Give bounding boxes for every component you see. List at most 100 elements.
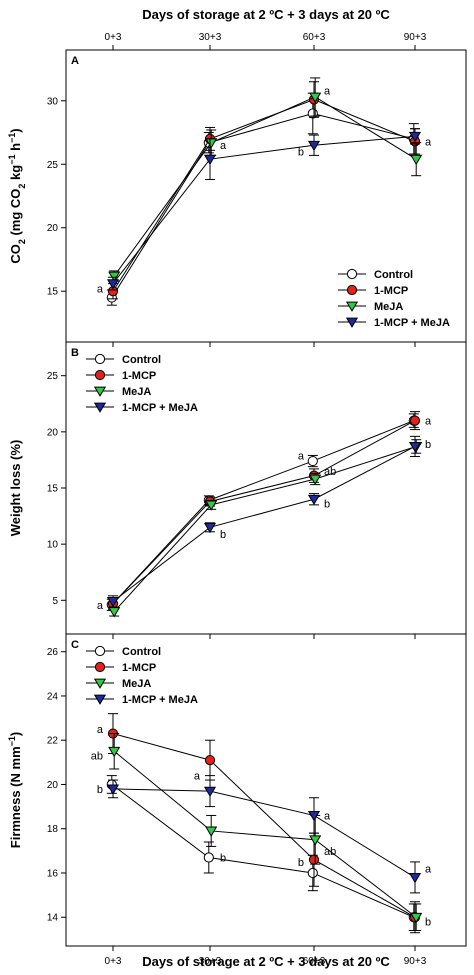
- significance-label: b: [324, 499, 330, 511]
- significance-label: a: [298, 450, 305, 462]
- y-tick-label: 14: [47, 913, 59, 924]
- data-point: [203, 522, 217, 534]
- legend-marker: [345, 301, 359, 312]
- data-point: [203, 786, 217, 798]
- x-tick-label-bottom: 30+3: [199, 956, 222, 967]
- x-tick-label-top: 60+3: [303, 32, 326, 43]
- data-point: [205, 500, 218, 511]
- x-tick-label-top: 90+3: [404, 32, 427, 43]
- y-axis-title-part: CO: [8, 244, 23, 264]
- series-line: [112, 733, 416, 918]
- series-control: [106, 413, 419, 611]
- legend-marker: [345, 317, 359, 328]
- series-1-mcp-meja: [106, 435, 422, 608]
- significance-label: a: [425, 864, 432, 876]
- y-axis-title-sup: −1: [7, 736, 17, 746]
- y-axis-title-part: ): [8, 128, 23, 132]
- significance-label: a: [425, 136, 432, 148]
- series-line: [112, 420, 416, 605]
- data-point: [309, 474, 322, 485]
- legend-label: 1-MCP: [122, 662, 156, 674]
- data-point: [307, 811, 321, 822]
- data-point: [307, 494, 321, 506]
- y-axis-title: Firmness (N mm−1): [7, 732, 23, 848]
- series-meja: [108, 733, 423, 932]
- significance-label: a: [425, 416, 432, 428]
- series-meja: [108, 439, 423, 618]
- series-line: [113, 96, 417, 277]
- y-tick-label: 5: [52, 596, 58, 607]
- data-point: [410, 154, 423, 166]
- data-point: [204, 755, 216, 766]
- series-line: [113, 445, 417, 612]
- data-point: [309, 835, 322, 846]
- data-point: [108, 746, 121, 758]
- x-tick-label-bottom: 0+3: [105, 956, 122, 967]
- significance-label: a: [97, 724, 104, 736]
- legend-marker: [94, 353, 106, 365]
- y-axis-title-part: ): [8, 732, 23, 736]
- series-line: [111, 112, 414, 298]
- legend-label: Control: [122, 646, 161, 658]
- y-tick-label: 18: [47, 824, 59, 835]
- y-tick-label: 25: [47, 160, 59, 171]
- data-point: [408, 873, 422, 884]
- significance-label: b: [220, 529, 226, 541]
- legend-marker: [93, 386, 107, 397]
- significance-label: b: [97, 784, 103, 796]
- legend-marker: [93, 694, 107, 705]
- data-point: [106, 784, 120, 795]
- data-point: [408, 131, 422, 143]
- y-axis-title-sup: −1: [7, 155, 17, 165]
- legend-marker: [346, 268, 358, 280]
- y-axis-title: CO2 (mg CO2 kg−1 h−1): [7, 128, 27, 263]
- data-point: [108, 271, 121, 282]
- y-axis-title-part: Firmness (N mm: [8, 746, 23, 848]
- series-line: [112, 98, 416, 292]
- series-line: [112, 135, 416, 284]
- legend-label: 1-MCP: [374, 285, 408, 297]
- panel-letter: A: [71, 55, 79, 67]
- significance-label: b: [220, 852, 226, 864]
- y-axis-title-part: h: [8, 143, 23, 155]
- series-line: [112, 788, 416, 878]
- significance-label: a: [194, 771, 201, 783]
- y-tick-label: 20: [47, 780, 59, 791]
- legend-marker: [93, 678, 107, 689]
- legend-label: MeJA: [122, 678, 151, 690]
- data-point: [307, 140, 321, 152]
- legend-label: MeJA: [374, 301, 403, 313]
- significance-label: a: [324, 810, 331, 822]
- data-point: [309, 92, 322, 103]
- legend-label: Control: [122, 354, 161, 366]
- significance-label: b: [425, 439, 431, 451]
- panel-frame: [65, 633, 467, 947]
- data-point: [408, 442, 422, 453]
- significance-label: ab: [324, 846, 336, 858]
- significance-label: a: [220, 140, 227, 152]
- y-tick-label: 30: [47, 96, 59, 107]
- data-point: [203, 154, 217, 166]
- x-axis-title-top: Days of storage at 2 ºC + 3 days at 20 º…: [142, 7, 390, 22]
- legend-marker: [94, 661, 106, 673]
- y-tick-label: 25: [47, 371, 59, 382]
- data-point: [203, 852, 214, 863]
- panel-letter: C: [71, 639, 79, 651]
- legend-marker: [94, 369, 106, 381]
- panel-c: C 14 16 18 20 22 24 26 0+3 30+3 60+3 90+3 Firmness (…: [7, 633, 467, 967]
- series-1-mcp-meja: [106, 128, 422, 291]
- panel-frame: [65, 49, 467, 343]
- data-point: [410, 912, 423, 924]
- significance-label: a: [97, 284, 104, 296]
- significance-label: b: [298, 147, 304, 159]
- legend-marker: [93, 402, 107, 413]
- series-meja: [108, 77, 423, 282]
- y-tick-label: 26: [47, 647, 59, 658]
- data-point: [307, 108, 318, 119]
- data-point: [108, 607, 121, 618]
- data-point: [106, 597, 120, 608]
